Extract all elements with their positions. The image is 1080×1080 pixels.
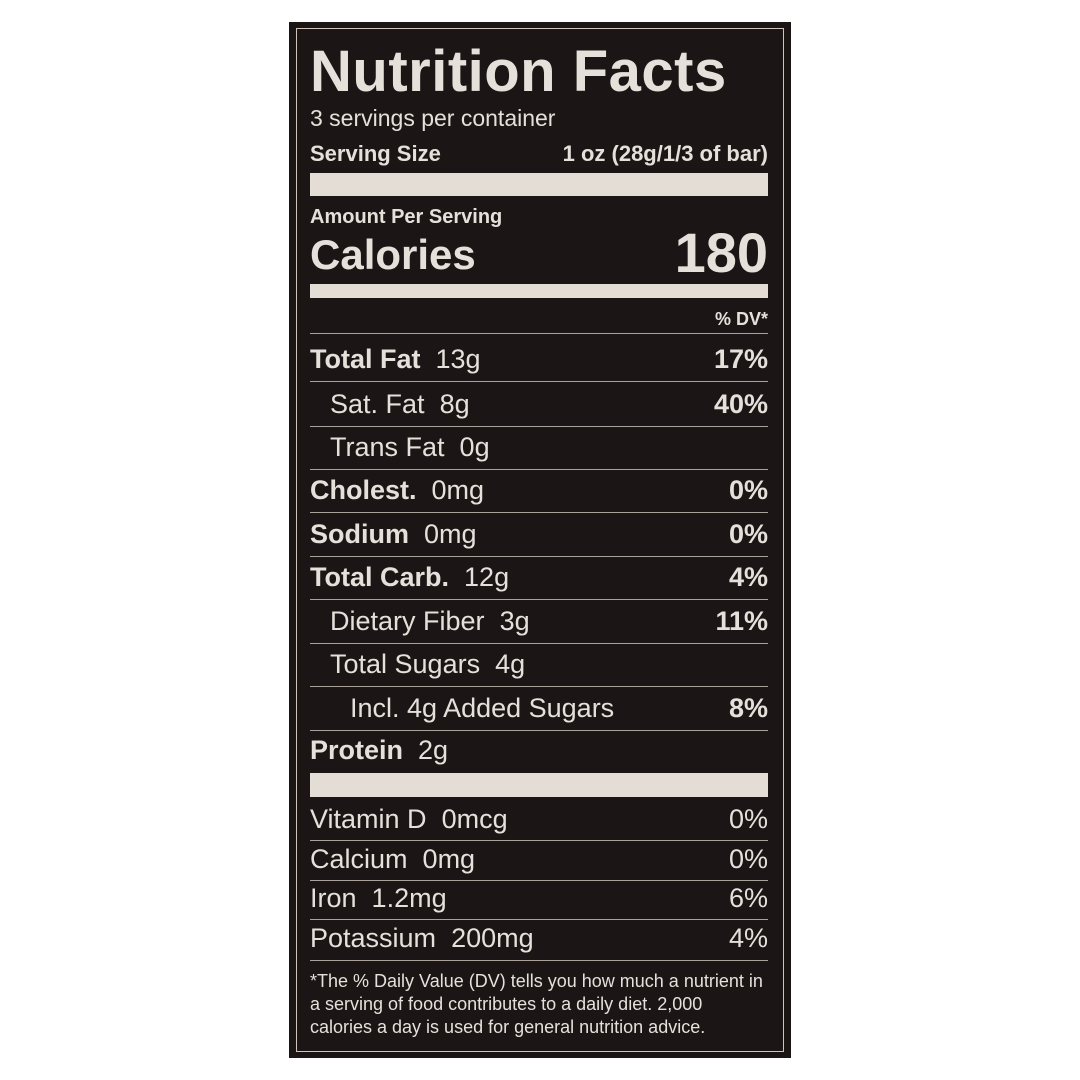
nutrient-amount: 12g (464, 562, 510, 592)
serving-size: Serving Size 1 oz (28g/1/3 of bar) (310, 140, 768, 168)
nutrient-amount: 13g (435, 344, 481, 374)
vitamin-name: Potassium (310, 923, 437, 953)
vitamin-amount: 1.2mg (371, 883, 447, 913)
nutrient-label: Incl. 4g Added Sugars (310, 692, 614, 724)
calories-row: Calories 180 (310, 222, 768, 284)
nutrient-label: Protein 2g (310, 734, 448, 766)
nutrient-label: Dietary Fiber 3g (310, 605, 530, 637)
vitamin-label: Vitamin D 0mcg (310, 803, 508, 835)
divider (310, 686, 768, 687)
divider (310, 840, 768, 841)
nutrient-amount: 8g (439, 389, 470, 419)
nutrient-name: Trans Fat (330, 432, 445, 462)
serving-size-value: 1 oz (28g/1/3 of bar) (562, 141, 768, 166)
vitamin-name: Vitamin D (310, 804, 427, 834)
nutrient-amount: 4g (495, 649, 526, 679)
nutrient-amount: 2g (418, 735, 449, 765)
vitamin-dv: 0% (728, 804, 768, 834)
nutrient-row: Sat. Fat 8g 40% (310, 388, 768, 420)
nutrient-row: Protein 2g (310, 734, 768, 766)
nutrient-row: Sodium 0mg 0% (310, 518, 768, 550)
divider (310, 960, 768, 961)
medium-divider (310, 284, 768, 298)
nutrient-label: Total Sugars 4g (310, 648, 525, 680)
vitamin-label: Calcium 0mg (310, 843, 475, 875)
nutrient-row: Total Sugars 4g (310, 648, 768, 680)
vitamin-dv: 6% (728, 883, 768, 913)
thick-divider (310, 173, 768, 196)
nutrient-row: Total Fat 13g 17% (310, 343, 768, 375)
nutrient-label: Sat. Fat 8g (310, 388, 470, 420)
nutrient-name: Incl. 4g Added Sugars (350, 693, 615, 723)
nutrient-label: Trans Fat 0g (310, 431, 490, 463)
vitamin-name: Calcium (310, 844, 408, 874)
divider (310, 730, 768, 731)
nutrient-row: Total Carb. 12g 4% (310, 561, 768, 593)
nutrient-name: Cholest. (310, 475, 417, 505)
divider (310, 469, 768, 470)
vitamin-row: Vitamin D 0mcg 0% (310, 803, 768, 835)
nutrient-name: Dietary Fiber (330, 606, 485, 636)
nutrient-label: Sodium 0mg (310, 518, 477, 550)
dv-header: % DV* (714, 309, 768, 329)
nutrient-name: Total Sugars (330, 649, 481, 679)
amount-per-serving: Amount Per Serving (310, 206, 503, 228)
vitamin-dv: 4% (728, 923, 768, 953)
servings-per-container: 3 servings per container (310, 105, 556, 131)
nutrient-name: Sat. Fat (330, 389, 425, 419)
vitamin-row: Calcium 0mg 0% (310, 843, 768, 875)
nutrient-amount: 3g (499, 606, 530, 636)
vitamin-name: Iron (310, 883, 357, 913)
nutrient-dv: 40% (713, 389, 768, 419)
nutrient-row: Incl. 4g Added Sugars 8% (310, 692, 768, 724)
nutrient-label: Total Fat 13g (310, 343, 481, 375)
vitamin-label: Potassium 200mg (310, 922, 534, 954)
nutrient-dv: 4% (728, 562, 768, 592)
label-border (296, 28, 784, 1052)
footnote: *The % Daily Value (DV) tells you how mu… (310, 971, 763, 1037)
vitamin-amount: 0mg (422, 844, 476, 874)
nutrient-dv: 11% (715, 606, 768, 636)
nutrient-row: Trans Fat 0g (310, 431, 768, 463)
nutrient-row: Cholest. 0mg 0% (310, 474, 768, 506)
nutrient-name: Total Fat (310, 344, 421, 374)
vitamin-amount: 200mg (451, 923, 534, 953)
divider (310, 556, 768, 557)
vitamin-label: Iron 1.2mg (310, 882, 447, 914)
divider (310, 512, 768, 513)
nutrient-amount: 0mg (431, 475, 485, 505)
nutrient-row: Dietary Fiber 3g 11% (310, 605, 768, 637)
nutrient-label: Cholest. 0mg (310, 474, 484, 506)
nutrient-amount: 0g (459, 432, 490, 462)
divider (310, 643, 768, 644)
vitamin-amount: 0mcg (441, 804, 508, 834)
vitamin-dv: 0% (728, 844, 768, 874)
thick-divider (310, 773, 768, 797)
nutrient-amount: 0mg (424, 519, 477, 549)
nutrient-dv: 17% (713, 344, 768, 374)
calories-value: 180 (674, 221, 768, 284)
serving-size-label: Serving Size (310, 141, 441, 166)
calories-label: Calories (310, 231, 476, 278)
label-title: Nutrition Facts (310, 39, 727, 104)
nutrient-name: Protein (310, 735, 404, 765)
nutrient-label: Total Carb. 12g (310, 561, 509, 593)
nutrient-dv: 0% (728, 519, 768, 549)
divider (310, 426, 768, 427)
divider (310, 599, 768, 600)
divider (310, 333, 768, 334)
nutrient-name: Sodium (310, 519, 409, 549)
divider (310, 381, 768, 382)
divider (310, 919, 768, 920)
nutrient-dv: 0% (728, 475, 768, 505)
divider (310, 880, 768, 881)
vitamin-row: Iron 1.2mg 6% (310, 882, 768, 914)
vitamin-row: Potassium 200mg 4% (310, 922, 768, 954)
nutrient-name: Total Carb. (310, 562, 450, 592)
nutrient-dv: 8% (728, 693, 768, 723)
